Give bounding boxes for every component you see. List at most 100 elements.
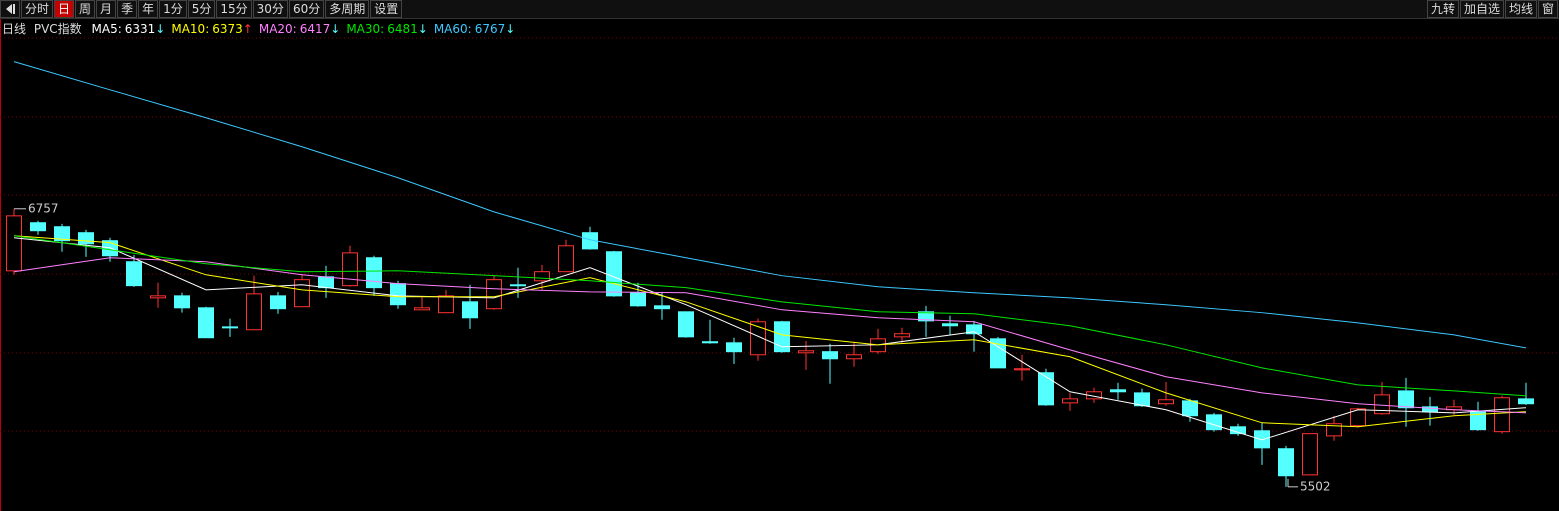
toolbar-button[interactable]: 周 — [75, 0, 96, 18]
legend-value: 6373 — [212, 22, 243, 36]
candle-body — [894, 333, 910, 338]
legend-trend: ↓ — [155, 22, 165, 36]
candle-body — [414, 307, 430, 311]
toolbar-button[interactable]: 60分 — [288, 0, 325, 18]
legend-name: MA20: — [259, 22, 297, 36]
candle-body — [1062, 398, 1078, 404]
candle-body — [1518, 398, 1534, 405]
candle-body — [1038, 372, 1054, 406]
candle-body — [366, 257, 382, 289]
candle-body — [606, 251, 622, 297]
back-icon[interactable] — [0, 0, 20, 18]
candle-body — [630, 292, 646, 307]
toolbar-button[interactable]: 季 — [117, 0, 138, 18]
ma-line — [13, 61, 1527, 349]
tool-buttons: 九转 加自选 均线窗 — [1426, 0, 1559, 18]
candle-body — [1110, 389, 1126, 393]
toolbar-button[interactable]: 分时 — [21, 0, 54, 18]
legend-trend: ↓ — [418, 22, 428, 36]
candle-body — [246, 293, 262, 331]
ma-line — [13, 235, 1527, 428]
candle-body — [270, 295, 286, 310]
candle-body — [1278, 448, 1294, 477]
toolbar-button[interactable]: 月 — [96, 0, 117, 18]
high-label: 6757 — [28, 201, 59, 215]
legend-name: MA60: — [434, 22, 472, 36]
candle-body — [390, 283, 406, 306]
candle-body — [822, 351, 838, 360]
candle-body — [1254, 430, 1270, 449]
toolbar-button[interactable]: 加自选 — [1459, 0, 1504, 18]
candle-body — [534, 271, 550, 282]
candle-body — [6, 215, 22, 272]
legend-value: 6481 — [387, 22, 418, 36]
toolbar: 分时日周月季年 1分 5分 15分 30分 60分 多周期 设置 九转 加自选 均线窗 — [0, 0, 1559, 19]
candle-body — [990, 338, 1006, 369]
legend-value: 6331 — [125, 22, 156, 36]
candle-body — [1014, 368, 1030, 371]
chart-title: PVC指数 — [34, 21, 82, 36]
candle-body — [798, 350, 814, 354]
candle-body — [1206, 414, 1222, 431]
toolbar-button[interactable]: 1分 — [159, 0, 187, 18]
candle-body — [966, 324, 982, 335]
toolbar-button[interactable]: 15分 — [216, 0, 252, 18]
candle-body — [918, 311, 934, 322]
candle-body — [726, 342, 742, 353]
candle-body — [1398, 390, 1414, 409]
legend-value: 6767 — [475, 22, 506, 36]
legend-trend: ↓ — [505, 22, 515, 36]
toolbar-button[interactable]: 设置 — [370, 0, 403, 18]
toolbar-button[interactable]: 均线 — [1504, 0, 1537, 18]
toolbar-button[interactable]: 多周期 — [325, 0, 370, 18]
ma-line — [13, 237, 1527, 441]
candle-body — [438, 295, 454, 314]
candle-body — [126, 261, 142, 287]
period: 日线 — [2, 22, 26, 36]
candle-body — [150, 295, 166, 299]
chart: 日线 PVC指数 MA5: 6331↓ MA10: 6373↑ MA20: 6417↓ MA… — [0, 19, 1559, 511]
candle-body — [942, 323, 958, 327]
toolbar-button[interactable]: 年 — [138, 0, 159, 18]
toolbar-button[interactable]: 日 — [54, 0, 75, 18]
toolbar-button[interactable]: 九转 — [1426, 0, 1459, 18]
candle-body — [510, 284, 526, 287]
legend-trend: ↑ — [243, 22, 253, 36]
candle-body — [1350, 408, 1366, 427]
legend-name: MA10: — [171, 22, 209, 36]
toolbar-button[interactable]: 窗 — [1537, 0, 1558, 18]
candle-body — [1326, 423, 1342, 437]
candles — [6, 208, 1534, 487]
legend-trend: ↓ — [330, 22, 340, 36]
toolbar-button[interactable]: 30分 — [252, 0, 288, 18]
low-label: 5502 — [1300, 479, 1331, 493]
candle-body — [750, 321, 766, 356]
ma-line — [13, 257, 1527, 414]
candle-body — [558, 245, 574, 273]
candle-body — [318, 276, 334, 289]
legend-name: MA5: — [92, 22, 122, 36]
ma-line — [13, 235, 1527, 397]
candle-body — [654, 305, 670, 310]
period-buttons: 分时日周月季年 1分 5分 15分 30分 60分 多周期 设置 — [0, 0, 403, 18]
legend-name: MA30: — [346, 22, 384, 36]
candle-body — [342, 252, 358, 287]
candle-body — [1494, 397, 1510, 433]
candle-body — [198, 307, 214, 339]
toolbar-button[interactable]: 5分 — [187, 0, 216, 18]
candle-body — [1302, 433, 1318, 476]
candle-body — [294, 279, 310, 308]
candle-body — [174, 295, 190, 309]
candle-body — [30, 222, 46, 232]
candle-body — [486, 279, 502, 310]
chart-header: 日线 PVC指数 MA5: 6331↓ MA10: 6373↑ MA20: 6417↓ MA… — [2, 21, 515, 36]
candle-body — [678, 311, 694, 338]
candle-body — [54, 226, 70, 242]
candle-body — [1182, 400, 1198, 417]
candle-body — [78, 232, 94, 245]
candle-body — [222, 326, 238, 329]
candle-body — [1158, 399, 1174, 405]
candle-body — [1470, 411, 1486, 431]
candle-body — [846, 354, 862, 360]
